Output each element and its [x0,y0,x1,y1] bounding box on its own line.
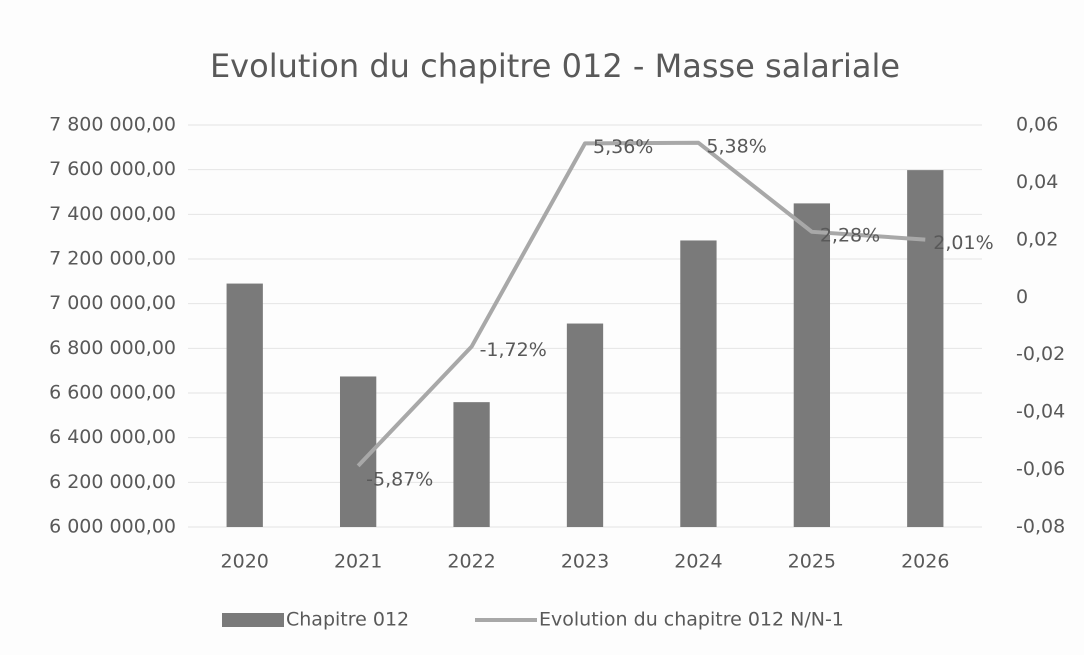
y-tick-label: 6 000 000,00 [49,516,176,538]
bar [907,170,944,527]
data-label: 2,01% [933,232,993,254]
legend-label: Evolution du chapitre 012 N/N-1 [539,609,844,631]
y-tick-label: 7 000 000,00 [49,292,176,314]
y2-tick-label: -0,06 [1016,458,1065,480]
x-tick-label: 2020 [221,551,269,573]
y-tick-label: 6 600 000,00 [49,382,176,404]
y-tick-label: 7 200 000,00 [49,248,176,270]
y2-tick-label: -0,04 [1016,401,1065,423]
x-tick-label: 2021 [334,551,382,573]
y2-tick-label: 0,02 [1016,228,1058,250]
x-tick-label: 2026 [901,551,949,573]
y-tick-label: 7 600 000,00 [49,158,176,180]
bar [453,402,490,527]
bar [680,240,717,528]
y2-tick-label: -0,02 [1016,343,1065,365]
y2-tick-label: -0,08 [1016,516,1065,538]
y2-tick-label: 0 [1016,286,1028,308]
legend-swatch [222,613,284,627]
x-tick-label: 2022 [447,551,495,573]
y-tick-label: 6 400 000,00 [49,426,176,448]
bar [793,203,831,527]
data-label: 5,36% [593,136,653,158]
y2-tick-label: 0,04 [1016,171,1058,193]
y-tick-label: 7 800 000,00 [49,114,176,136]
data-label: -1,72% [480,339,547,361]
line [356,140,926,468]
data-label: 2,28% [820,224,880,246]
bar [226,283,263,527]
chart-title: Evolution du chapitre 012 - Masse salari… [210,47,900,85]
data-label: 5,38% [706,135,766,157]
x-tick-label: 2023 [561,551,609,573]
x-tick-label: 2025 [788,551,836,573]
y-tick-label: 6 800 000,00 [49,337,176,359]
x-tick-label: 2024 [674,551,722,573]
y-tick-label: 7 400 000,00 [49,203,176,225]
y-tick-label: 6 200 000,00 [49,471,176,493]
y2-tick-label: 0,06 [1016,114,1058,136]
legend-label: Chapitre 012 [286,609,409,631]
data-label: -5,87% [366,468,433,490]
bar [566,323,604,527]
